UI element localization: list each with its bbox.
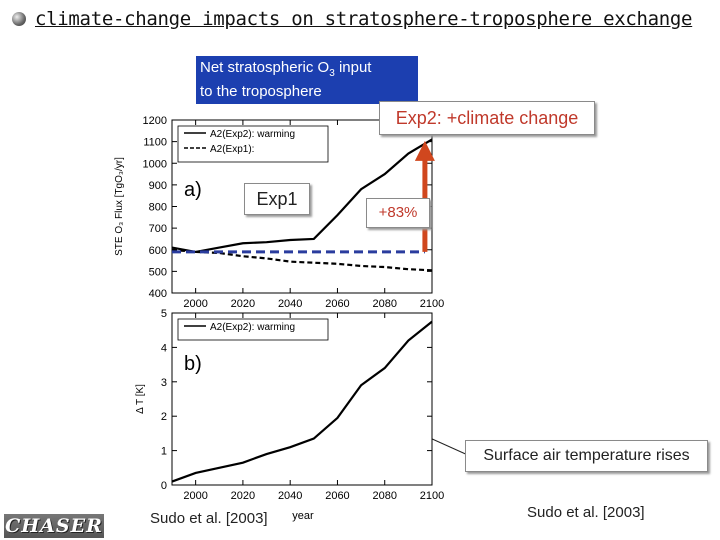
panel-label: a) <box>184 179 202 201</box>
x-tick-label: 2060 <box>325 490 349 502</box>
y-tick-label: 1000 <box>143 158 167 170</box>
callout-input-text-2: to the troposphere <box>200 83 322 100</box>
callout-ozone-input: Net stratospheric O3 input to the tropos… <box>196 56 418 104</box>
callout-percent: +83% <box>366 198 430 228</box>
x-tick-label: 2060 <box>325 298 349 310</box>
series-line-1 <box>171 138 433 254</box>
callout-input-sub: 3 <box>329 68 335 79</box>
y-axis-label: Δ T [K] <box>135 384 146 414</box>
legend-box <box>177 318 329 341</box>
bullet-icon <box>12 12 26 26</box>
legend-box <box>177 125 329 163</box>
x-tick-label: 2040 <box>278 490 302 502</box>
y-tick-label: 400 <box>149 288 167 300</box>
legend-entry: A2(Exp1): <box>210 144 254 155</box>
plot-frame <box>171 312 433 486</box>
callout-input-text-end: input <box>334 59 372 76</box>
x-tick-label: 2000 <box>183 490 207 502</box>
y-tick-label: 1200 <box>143 115 167 127</box>
x-axis-label: year <box>292 510 314 522</box>
y-tick-label: 1 <box>161 446 167 458</box>
x-tick-label: 2040 <box>278 298 302 310</box>
citation-left: Sudo et al. [2003] <box>150 510 268 527</box>
y-tick-label: 5 <box>161 308 167 320</box>
y-tick-label: 500 <box>149 266 167 278</box>
callout-input-text: Net stratospheric O <box>200 59 330 76</box>
x-tick-label: 2100 <box>420 490 444 502</box>
y-tick-label: 900 <box>149 180 167 192</box>
callout-exp1: Exp1 <box>244 183 310 215</box>
y-tick-label: 3 <box>161 377 167 389</box>
y-tick-label: 0 <box>161 480 167 492</box>
y-tick-label: 1100 <box>143 137 167 149</box>
citation-right: Sudo et al. [2003] <box>527 504 645 521</box>
y-tick-label: 4 <box>161 342 167 354</box>
callout-surface-temperature: Surface air temperature rises <box>465 440 708 472</box>
y-tick-label: 800 <box>149 202 167 214</box>
y-axis-label: STE O₃ Flux [TgO₃/yr] <box>114 157 125 256</box>
panel-label: b) <box>184 353 202 375</box>
x-tick-label: 2020 <box>231 298 255 310</box>
y-tick-label: 600 <box>149 245 167 257</box>
chaser-logo: CHASER <box>4 514 104 538</box>
y-tick-label: 700 <box>149 223 167 235</box>
series-line-1 <box>171 320 433 483</box>
x-tick-label: 2100 <box>420 298 444 310</box>
x-tick-label: 2080 <box>372 298 396 310</box>
x-tick-label: 2020 <box>231 490 255 502</box>
legend-entry: A2(Exp2): warming <box>210 322 295 333</box>
legend-entry: A2(Exp2): warming <box>210 129 295 140</box>
x-tick-label: 2000 <box>183 298 207 310</box>
panel-b-temperature-chart: 2000 2020 2040 2060 2080 2100 0 1 2 3 4 5 Δ T [K] yea… <box>135 308 444 522</box>
callout-exp2: Exp2: +climate change <box>379 101 595 135</box>
y-tick-label: 2 <box>161 411 167 423</box>
slide-title: climate-change impacts on stratosphere-t… <box>35 8 693 30</box>
x-tick-label: 2080 <box>372 490 396 502</box>
